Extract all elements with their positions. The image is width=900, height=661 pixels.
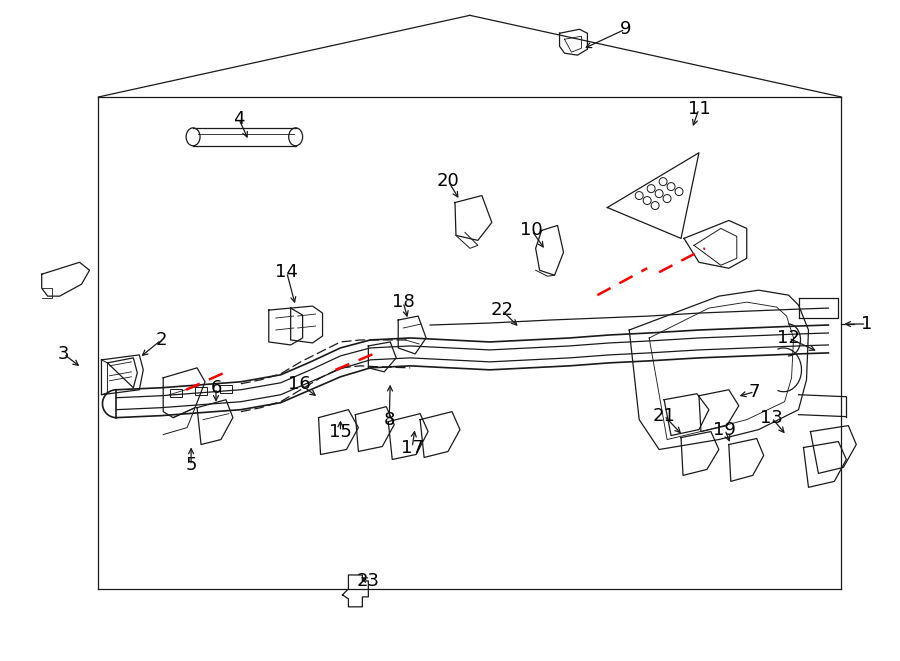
Text: 21: 21 xyxy=(652,407,676,424)
Text: 22: 22 xyxy=(491,301,513,319)
Text: 3: 3 xyxy=(58,345,69,363)
Text: 7: 7 xyxy=(749,383,760,401)
Text: 19: 19 xyxy=(714,420,736,439)
Text: 11: 11 xyxy=(688,100,710,118)
Text: 9: 9 xyxy=(619,20,631,38)
Text: 15: 15 xyxy=(329,422,352,441)
Text: 5: 5 xyxy=(185,457,197,475)
Text: 2: 2 xyxy=(156,331,167,349)
Text: 20: 20 xyxy=(436,172,459,190)
Text: 1: 1 xyxy=(860,315,872,333)
Text: 8: 8 xyxy=(383,410,395,428)
Text: 6: 6 xyxy=(211,379,221,397)
Text: 13: 13 xyxy=(760,408,783,426)
Text: 14: 14 xyxy=(275,263,298,281)
Text: 4: 4 xyxy=(233,110,245,128)
Text: 18: 18 xyxy=(392,293,415,311)
Text: 16: 16 xyxy=(288,375,311,393)
Text: 12: 12 xyxy=(777,329,800,347)
Text: 17: 17 xyxy=(400,438,424,457)
Text: 23: 23 xyxy=(356,572,380,590)
Text: 10: 10 xyxy=(520,221,543,239)
